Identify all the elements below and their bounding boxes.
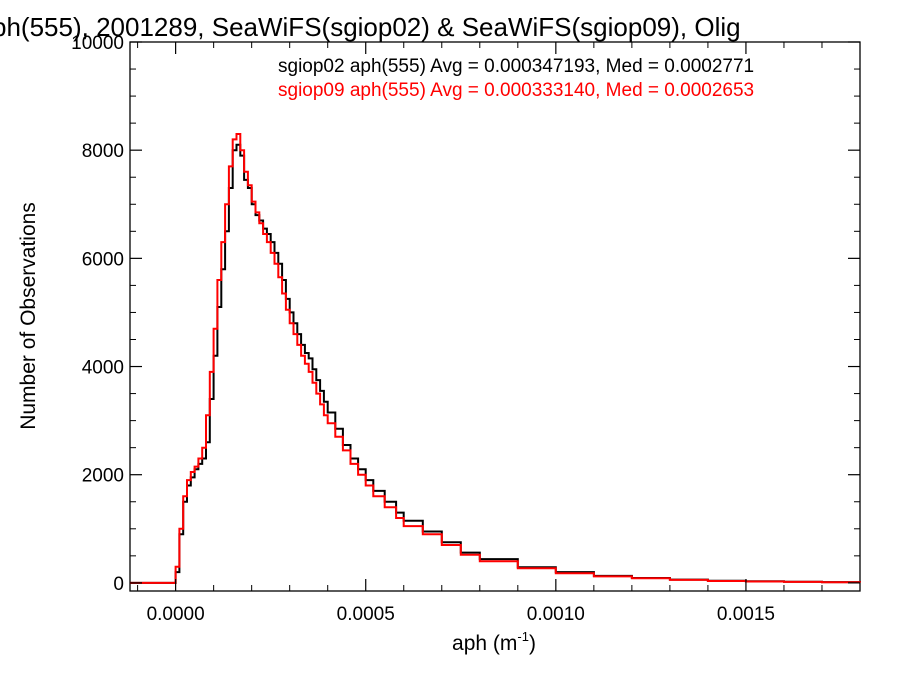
axes-layer: 0.0000 0.0005 0.0010 0.0015 0 2000 4000 6000 800… <box>71 33 861 625</box>
series-line-sgiop09 <box>130 133 861 584</box>
legend-entry-sgiop09: sgiop09 aph(555) Avg = 0.000333140, Med … <box>278 80 754 101</box>
x-tick-label: 0.0005 <box>337 604 395 625</box>
x-tick-label: 0.0010 <box>527 604 585 625</box>
chart-title: ph(555), 2001289, SeaWiFS(sgiop02) & Sea… <box>0 12 741 42</box>
y-axis-label: Number of Observations <box>17 202 40 430</box>
series-layer <box>130 133 861 584</box>
plot-border <box>129 41 861 592</box>
y-tick-label: 6000 <box>82 249 124 270</box>
plot-frame <box>129 41 861 592</box>
x-axis-label-main: aph (m <box>452 632 517 655</box>
x-axis-label-suffix: ) <box>529 632 536 655</box>
x-tick-label: 0.0015 <box>717 604 775 625</box>
x-tick-label: 0.0000 <box>147 604 205 625</box>
y-tick-label: 0 <box>113 574 124 595</box>
y-tick-label: 8000 <box>82 141 124 162</box>
x-axis-label: aph (m-1) <box>452 629 536 655</box>
y-tick-label: 4000 <box>82 358 124 379</box>
legend-entry-sgiop02: sgiop02 aph(555) Avg = 0.000347193, Med … <box>278 56 754 77</box>
y-tick-label: 10000 <box>71 33 124 54</box>
y-tick-label: 2000 <box>82 466 124 487</box>
x-axis-label-exponent: -1 <box>517 629 529 644</box>
